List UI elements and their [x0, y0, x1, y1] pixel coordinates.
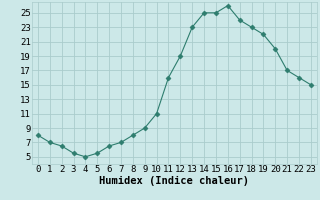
X-axis label: Humidex (Indice chaleur): Humidex (Indice chaleur) [100, 176, 249, 186]
